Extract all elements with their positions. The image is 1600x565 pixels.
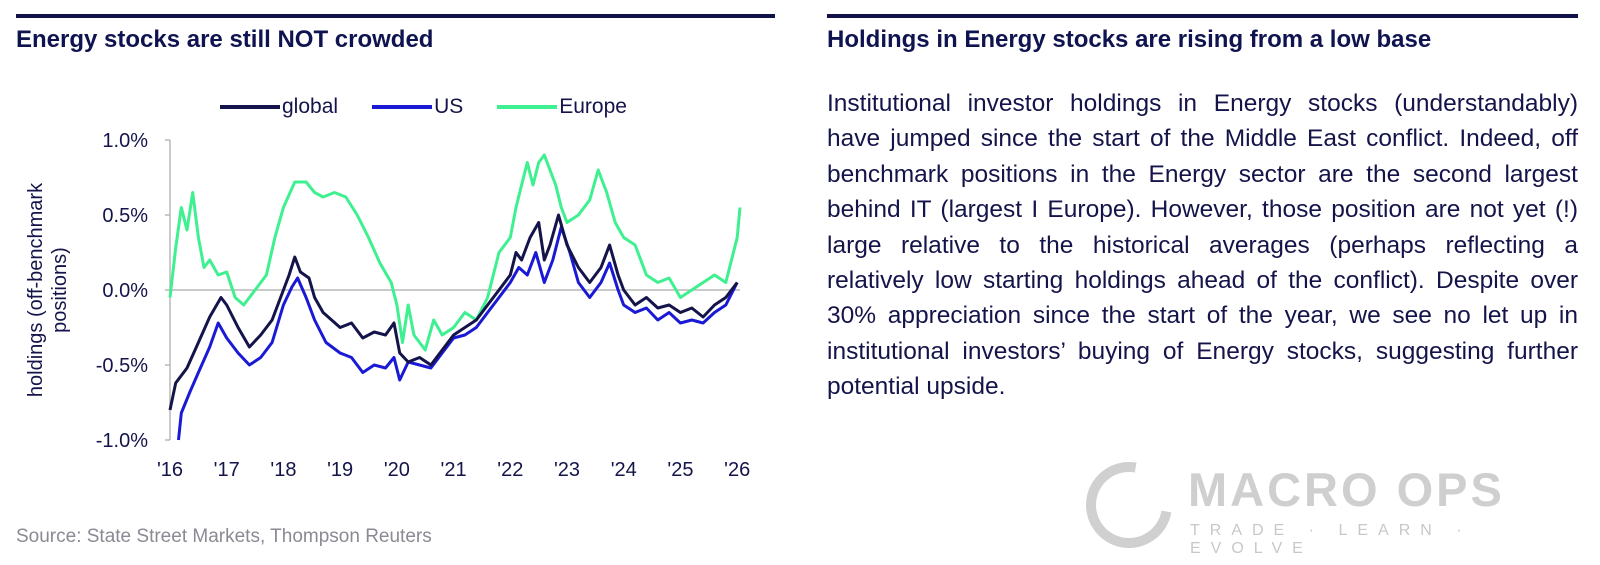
x-tick-label: '17: [214, 459, 240, 481]
x-tick-label: '18: [270, 459, 296, 481]
y-tick-label: -0.5%: [96, 355, 148, 377]
y-axis-title-line: positions): [49, 247, 71, 333]
chart-title: Energy stocks are still NOT crowded: [16, 26, 434, 53]
y-axis-title: holdings (off-benchmark positions): [25, 182, 71, 397]
source-note: Source: State Street Markets, Thompson R…: [16, 526, 432, 547]
legend-label-europe: Europe: [559, 95, 627, 118]
series-line-us: [177, 225, 739, 441]
right-panel-body: Institutional investor holdings in Energ…: [827, 90, 1578, 401]
x-tick-label: '24: [611, 459, 637, 481]
x-tick-label: '25: [667, 459, 693, 481]
right-title-rule: [827, 14, 1578, 18]
x-tick-label: '16: [157, 459, 183, 481]
logo-tagline: TRADE · LEARN · EVOLVE: [1190, 522, 1472, 557]
macro-ops-logo: MACRO OPS TRADE · LEARN · EVOLVE: [1069, 445, 1576, 565]
logo-name: MACRO OPS: [1188, 463, 1505, 516]
x-tick-label: '22: [497, 459, 523, 481]
y-axis-title-line: holdings (off-benchmark: [25, 182, 47, 397]
y-tick-labels: 1.0% 0.5% 0.0% -0.5% -1.0%: [96, 130, 148, 452]
y-tick-label: -1.0%: [96, 430, 148, 452]
right-panel-title: Holdings in Energy stocks are rising fro…: [827, 26, 1432, 53]
x-tick-label: '19: [327, 459, 353, 481]
y-tick-label: 0.5%: [102, 205, 148, 227]
legend-label-us: US: [434, 95, 464, 118]
x-tick-label: '20: [384, 459, 410, 481]
line-chart: holdings (off-benchmark positions) 1.0% 0.…: [25, 130, 750, 481]
series-line-europe: [168, 153, 742, 352]
legend-swatch-global: [220, 105, 280, 109]
legend-label-global: global: [282, 95, 339, 118]
legend-item-global: global: [220, 95, 338, 119]
y-tick-label: 0.0%: [102, 280, 148, 302]
x-tick-labels: '16 '17 '18 '19 '20 '21 '22 '23 '24 '25 '26: [157, 459, 750, 481]
x-tick-label: '21: [441, 459, 467, 481]
legend-item-us: US: [372, 95, 463, 119]
logo-ring-icon: [1069, 445, 1189, 565]
x-tick-label: '26: [724, 459, 750, 481]
chart-axes: [165, 139, 740, 441]
legend-swatch-europe: [497, 105, 558, 109]
y-tick-label: 1.0%: [102, 130, 148, 152]
legend-swatch-us: [372, 105, 433, 109]
series-line-global: [168, 213, 739, 411]
left-title-rule: [16, 14, 775, 18]
chart-series: [168, 153, 742, 441]
chart-legend: global US Europe: [220, 93, 661, 121]
legend-item-europe: Europe: [497, 95, 627, 119]
x-tick-label: '23: [554, 459, 580, 481]
